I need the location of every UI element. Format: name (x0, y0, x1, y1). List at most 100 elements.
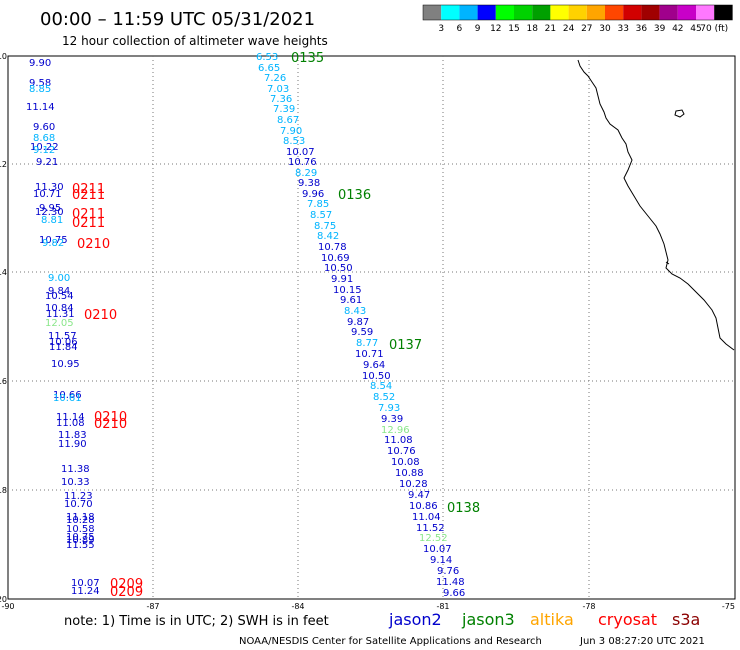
wave-height-value: 12.52 (419, 533, 448, 544)
wave-height-value: 11.08 (56, 418, 85, 429)
satellite-legend: jason2 jason3 altika cryosat s3a (388, 610, 700, 629)
wave-height-value: 9.38 (298, 178, 320, 189)
wave-height-value: 11.83 (58, 430, 87, 441)
wave-height-value: 10.28 (66, 515, 95, 526)
wave-height-value: 11.84 (49, 342, 78, 353)
colorbar-swatch (441, 5, 460, 20)
longitude-label: -87 (146, 602, 159, 611)
wave-height-value: 9.60 (33, 122, 55, 133)
wave-height-value: 10.15 (333, 285, 362, 296)
wave-height-value: 10.76 (387, 446, 416, 457)
colorbar-label: 3 (438, 24, 444, 34)
wave-height-value: 7.26 (264, 73, 286, 84)
pass-time-label: 0209 (110, 585, 143, 600)
wave-height-value: 11.24 (71, 586, 100, 597)
colorbar-outline (422, 4, 733, 21)
main-track-times: 0135 0136 0137 0138 (291, 51, 480, 516)
colorbar-label: 39 (654, 24, 666, 34)
longitude-label: -78 (582, 602, 595, 611)
wave-height-value: 10.71 (33, 189, 62, 200)
wave-height-value: 8.52 (373, 392, 395, 403)
colorbar-swatch (586, 5, 605, 20)
wave-height-value: 9.47 (408, 490, 430, 501)
legend-jason2: jason2 (388, 610, 442, 629)
wave-height-value: 8.43 (344, 306, 366, 317)
wave-height-value: 7.36 (270, 94, 292, 105)
wave-height-value: 9.76 (437, 566, 459, 577)
wave-height-value: 10.71 (355, 349, 384, 360)
wave-height-value: 8.53 (283, 136, 305, 147)
pass-time-label: 0210 (84, 308, 117, 323)
wave-height-value: 8.67 (277, 115, 299, 126)
wave-height-value: 9.59 (351, 327, 373, 338)
wave-height-value: 8.77 (356, 338, 378, 349)
wave-height-value: 10.75 (66, 532, 95, 543)
colorbar-label: 9 (475, 24, 481, 34)
pass-time-label: 0210 (94, 417, 127, 432)
wave-height-value: 11.38 (61, 464, 90, 475)
wave-height-value: 9.21 (36, 157, 58, 168)
wave-height-value: 10.50 (362, 371, 391, 382)
colorbar-label: 33 (617, 24, 628, 34)
wave-height-value: 11.23 (64, 491, 93, 502)
wave-height-value: 10.22 (30, 142, 59, 153)
wave-height-value: 7.90 (280, 126, 302, 137)
colorbar-swatch (550, 5, 569, 20)
wave-height-value: 11.55 (66, 540, 95, 551)
colorbar-label: 27 (581, 24, 592, 34)
wave-height-value: 9.64 (363, 360, 385, 371)
colorbar-swatch (514, 5, 533, 20)
wave-height-value: 9.39 (381, 414, 403, 425)
wave-height-value: 8.42 (317, 231, 339, 242)
wave-height-value: 10.84 (45, 303, 74, 314)
wave-height-value: 8.57 (310, 210, 332, 221)
colorbar-label: 70 (ft) (700, 24, 728, 34)
wave-height-value: 9.00 (48, 273, 70, 284)
footer-timestamp: Jun 3 08:27:20 UTC 2021 (579, 636, 705, 647)
wave-height-value: 8.75 (314, 221, 336, 232)
wave-height-value: 11.31 (46, 309, 75, 320)
wave-height-value: 9.66 (443, 588, 465, 599)
pass-time-label: 0211 (72, 216, 105, 231)
legend-altika: altika (530, 610, 574, 629)
pass-time-label: 0209 (110, 577, 143, 592)
legend-jason3: jason3 (461, 610, 515, 629)
wave-height-value: 8.29 (295, 168, 317, 179)
colorbar-swatch (459, 5, 478, 20)
wave-height-value: 10.75 (39, 235, 68, 246)
wave-height-value: 9.95 (39, 203, 61, 214)
wave-height-value: 10.06 (49, 337, 78, 348)
colorbar-label: 6 (457, 24, 463, 34)
colorbar-swatch (677, 5, 696, 20)
wave-height-value: 10.66 (53, 390, 82, 401)
wave-height-value: 8.81 (41, 215, 63, 226)
wave-height-value: 10.86 (409, 501, 438, 512)
wave-height-value: 7.03 (267, 84, 289, 95)
wave-height-value: 11.48 (436, 577, 465, 588)
longitude-labels: -90 -87 -84 -81 -78 -75 (1, 602, 735, 611)
latitude-label: 10 (0, 52, 7, 61)
wave-height-value: 11.30 (35, 182, 64, 193)
wave-height-value: 8.85 (29, 84, 51, 95)
colorbar-label: 42 (672, 24, 683, 34)
colorbar-label: 24 (563, 24, 575, 34)
wave-height-value: 12.05 (45, 318, 74, 329)
wave-height-value: 10.69 (321, 253, 350, 264)
wave-height-value: 9.12 (33, 145, 55, 156)
wave-height-value: 9.82 (42, 238, 64, 249)
wave-height-value: 10.50 (324, 263, 353, 274)
colorbar-swatch (605, 5, 624, 20)
pass-time-label: 0137 (389, 338, 422, 353)
wave-height-value: 10.08 (391, 457, 420, 468)
colorbar-label: 15 (508, 24, 519, 34)
wave-height-value: 9.90 (29, 58, 51, 69)
colorbar-swatch (641, 5, 660, 20)
map-frame (7, 55, 736, 600)
wave-height-value: 10.07 (286, 147, 315, 158)
colorbar-swatch (623, 5, 642, 20)
wave-height-value: 11.14 (56, 412, 85, 423)
